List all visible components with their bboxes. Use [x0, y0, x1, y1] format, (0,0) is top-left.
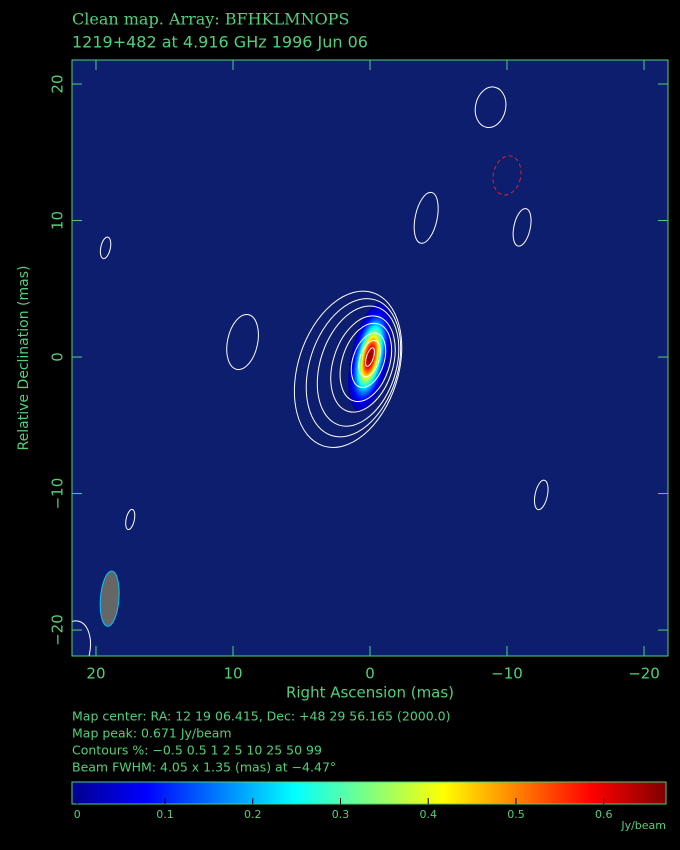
- info-line: Beam FWHM: 4.05 x 1.35 (mas) at −4.47°: [72, 760, 336, 775]
- contour: [293, 290, 403, 448]
- info-line: Contours %: −0.5 0.5 1 2 5 10 25 50 99: [72, 743, 322, 758]
- contour: [305, 298, 402, 438]
- x-tick-label: −10: [491, 665, 523, 683]
- chart-title: Clean map. Array: BFHKLMNOPS: [72, 10, 349, 29]
- colorbar: [71, 781, 667, 805]
- x-tick-label: −20: [628, 665, 660, 683]
- island-contour: [99, 236, 112, 260]
- island-contour: [512, 208, 532, 247]
- colorbar-label: Jy/beam: [620, 819, 666, 832]
- island-contour: [72, 620, 92, 656]
- info-line: Map center: RA: 12 19 06.415, Dec: +48 2…: [72, 709, 450, 724]
- island-contour: [492, 155, 522, 196]
- colorbar-tick-label: 0.5: [507, 808, 525, 821]
- x-axis-label: Right Ascension (mas): [286, 684, 454, 702]
- x-tick-label: 20: [86, 665, 105, 683]
- contour: [316, 305, 400, 427]
- island-contour: [474, 86, 507, 129]
- colorbar-tick-label: 0.3: [332, 808, 350, 821]
- intensity: [368, 352, 372, 362]
- island-contour: [226, 313, 259, 371]
- colorbar-tick-label: 0: [74, 808, 81, 821]
- y-tick-label: 10: [49, 211, 67, 230]
- colorbar-tick-label: 0.6: [595, 808, 613, 821]
- chart-subtitle: 1219+482 at 4.916 GHz 1996 Jun 06: [72, 33, 368, 52]
- contour: [365, 347, 375, 367]
- island-contour: [533, 479, 549, 511]
- x-tick-label: 0: [365, 665, 375, 683]
- contour: [339, 322, 393, 403]
- y-tick-label: 0: [49, 352, 67, 362]
- beam: [99, 570, 120, 627]
- y-tick-label: 20: [49, 74, 67, 93]
- y-tick-label: −10: [49, 478, 67, 510]
- colorbar-tick-label: 0.1: [156, 808, 174, 821]
- info-line: Map peak: 0.671 Jy/beam: [72, 726, 232, 741]
- island-contour: [125, 508, 136, 531]
- island-contour: [413, 191, 439, 244]
- y-axis-label: Relative Declination (mas): [16, 266, 32, 451]
- contour: [358, 339, 381, 378]
- x-tick-label: 10: [223, 665, 242, 683]
- colorbar-tick-label: 0.4: [419, 808, 437, 821]
- colorbar-tick-label: 0.2: [244, 808, 262, 821]
- y-tick-label: −20: [49, 614, 67, 646]
- contour: [330, 315, 396, 413]
- map: [72, 86, 549, 656]
- contour: [350, 332, 387, 388]
